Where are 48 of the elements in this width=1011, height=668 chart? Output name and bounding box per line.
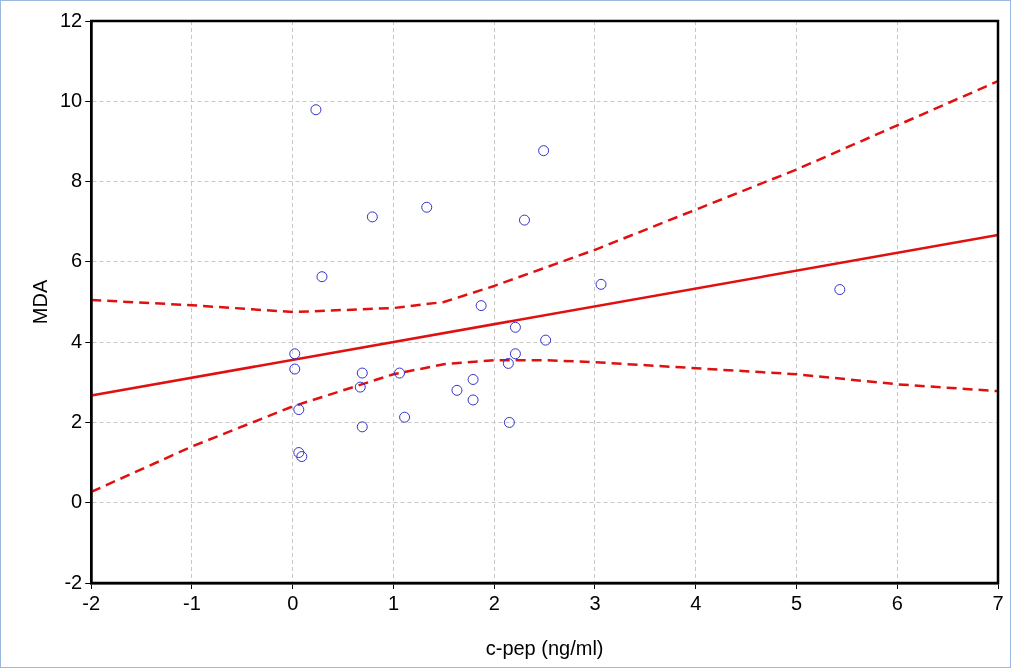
x-tick-label: 1 <box>387 591 400 614</box>
point <box>293 404 305 416</box>
point <box>394 367 406 379</box>
x-tick-label: 7 <box>992 591 1004 614</box>
y-tick-label: -2 <box>64 570 83 593</box>
point <box>296 451 308 463</box>
y-tick-label: 10 <box>60 88 83 111</box>
x-axis-title: c-pep (ng/ml) <box>485 636 604 659</box>
point <box>834 284 846 296</box>
point <box>509 321 521 333</box>
y-tick-label: 8 <box>71 169 83 192</box>
point <box>518 214 530 226</box>
line-series <box>91 358 998 494</box>
x-tick-label: 3 <box>589 591 601 614</box>
y-tick-label: 6 <box>71 249 83 272</box>
point <box>366 211 378 223</box>
point <box>356 367 368 379</box>
point <box>289 348 301 360</box>
point <box>467 394 479 406</box>
point <box>293 447 305 459</box>
point <box>475 300 487 312</box>
point <box>316 271 328 283</box>
point <box>310 104 322 116</box>
y-tick-label: 4 <box>71 329 83 352</box>
point <box>509 348 521 360</box>
x-tick-label: 5 <box>790 591 803 614</box>
point <box>502 357 514 369</box>
line-series <box>91 79 998 314</box>
point <box>289 363 301 375</box>
x-tick-label: 2 <box>488 591 500 614</box>
x-tick-label: 4 <box>690 591 702 614</box>
point <box>595 278 607 290</box>
y-axis-title: MDA <box>28 279 51 325</box>
y-tick-label: 12 <box>60 8 83 31</box>
point <box>451 384 463 396</box>
point <box>354 381 366 393</box>
point <box>538 145 550 157</box>
point <box>540 334 552 346</box>
point <box>503 416 515 428</box>
point <box>421 201 433 213</box>
point <box>399 411 411 423</box>
x-tick-label: -1 <box>183 591 201 614</box>
point <box>356 421 368 433</box>
x-tick-label: 0 <box>287 591 299 614</box>
y-tick-label: 0 <box>71 490 83 513</box>
point <box>467 373 479 385</box>
x-tick-label: 6 <box>891 591 903 614</box>
y-tick-label: 2 <box>71 409 83 432</box>
